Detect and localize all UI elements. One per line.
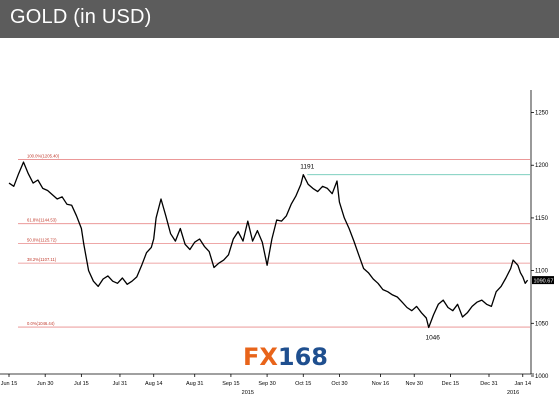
x-tick-label: Nov 30 — [406, 381, 423, 387]
x-tick-label: Aug 31 — [186, 381, 203, 387]
chart-area: 100.0%(1205.40) 61.8%(1144.53) 50.0%(1125.… — [0, 90, 554, 396]
x-tick-label: Dec 31 — [480, 381, 497, 387]
title-bar: GOLD (in USD) — [0, 0, 559, 38]
chart-title: GOLD (in USD) — [10, 6, 152, 28]
fib-label: 100.0%(1205.40) — [27, 154, 60, 159]
fib-label: 0.0%(1046.44) — [27, 321, 55, 326]
x-tick-label: Sep 15 — [222, 381, 239, 387]
label-layer: 1191 1046 1090.67 — [300, 164, 554, 342]
fib-label: 61.8%(1144.53) — [27, 218, 57, 223]
price-line — [8, 161, 529, 329]
y-tick-label: 1100 — [535, 269, 549, 275]
y-tick-label: 1000 — [535, 374, 549, 380]
x-tick-label: Jun 15 — [1, 381, 18, 387]
x-tick-label: Aug 14 — [145, 381, 162, 387]
last-value-box — [532, 276, 554, 285]
x-tick-label: Jan 14 — [515, 381, 532, 387]
y-tick-label: 1050 — [535, 321, 549, 327]
x-tick-label: Dec 15 — [442, 381, 459, 387]
fib-label: 38.2%(1107.11) — [27, 257, 57, 262]
x-tick-label: Nov 16 — [372, 381, 389, 387]
fx168-logo: FX168 — [243, 344, 328, 370]
fib-levels-layer: 100.0%(1205.40) 61.8%(1144.53) 50.0%(1125.… — [18, 154, 530, 328]
price-annotation: 1191 — [300, 164, 314, 171]
year-label: 2016 — [507, 390, 519, 396]
x-tick-label: Oct 15 — [295, 381, 311, 387]
price-annotation: 1046 — [425, 335, 440, 342]
year-label: 2015 — [242, 390, 254, 396]
y-tick-label: 1150 — [535, 216, 549, 222]
fib-label: 50.0%(1125.72) — [27, 238, 57, 243]
y-tick-label: 1250 — [535, 111, 549, 117]
series-layer — [8, 161, 529, 329]
x-tick-label: Jul 31 — [113, 381, 128, 387]
axis-layer: 1000 1050 1100 1150 1200 1250 Jun 15 Jun 30 Jul … — [0, 90, 549, 396]
last-value-label: 1090.67 — [534, 278, 554, 284]
x-tick-label: Oct 30 — [331, 381, 347, 387]
x-tick-label: Sep 30 — [258, 381, 275, 387]
x-tick-label: Jun 30 — [37, 381, 54, 387]
y-tick-label: 1200 — [535, 163, 549, 169]
x-tick-label: Jul 15 — [74, 381, 89, 387]
logo-168: 168 — [277, 343, 329, 371]
logo-fx: FX — [243, 343, 278, 371]
